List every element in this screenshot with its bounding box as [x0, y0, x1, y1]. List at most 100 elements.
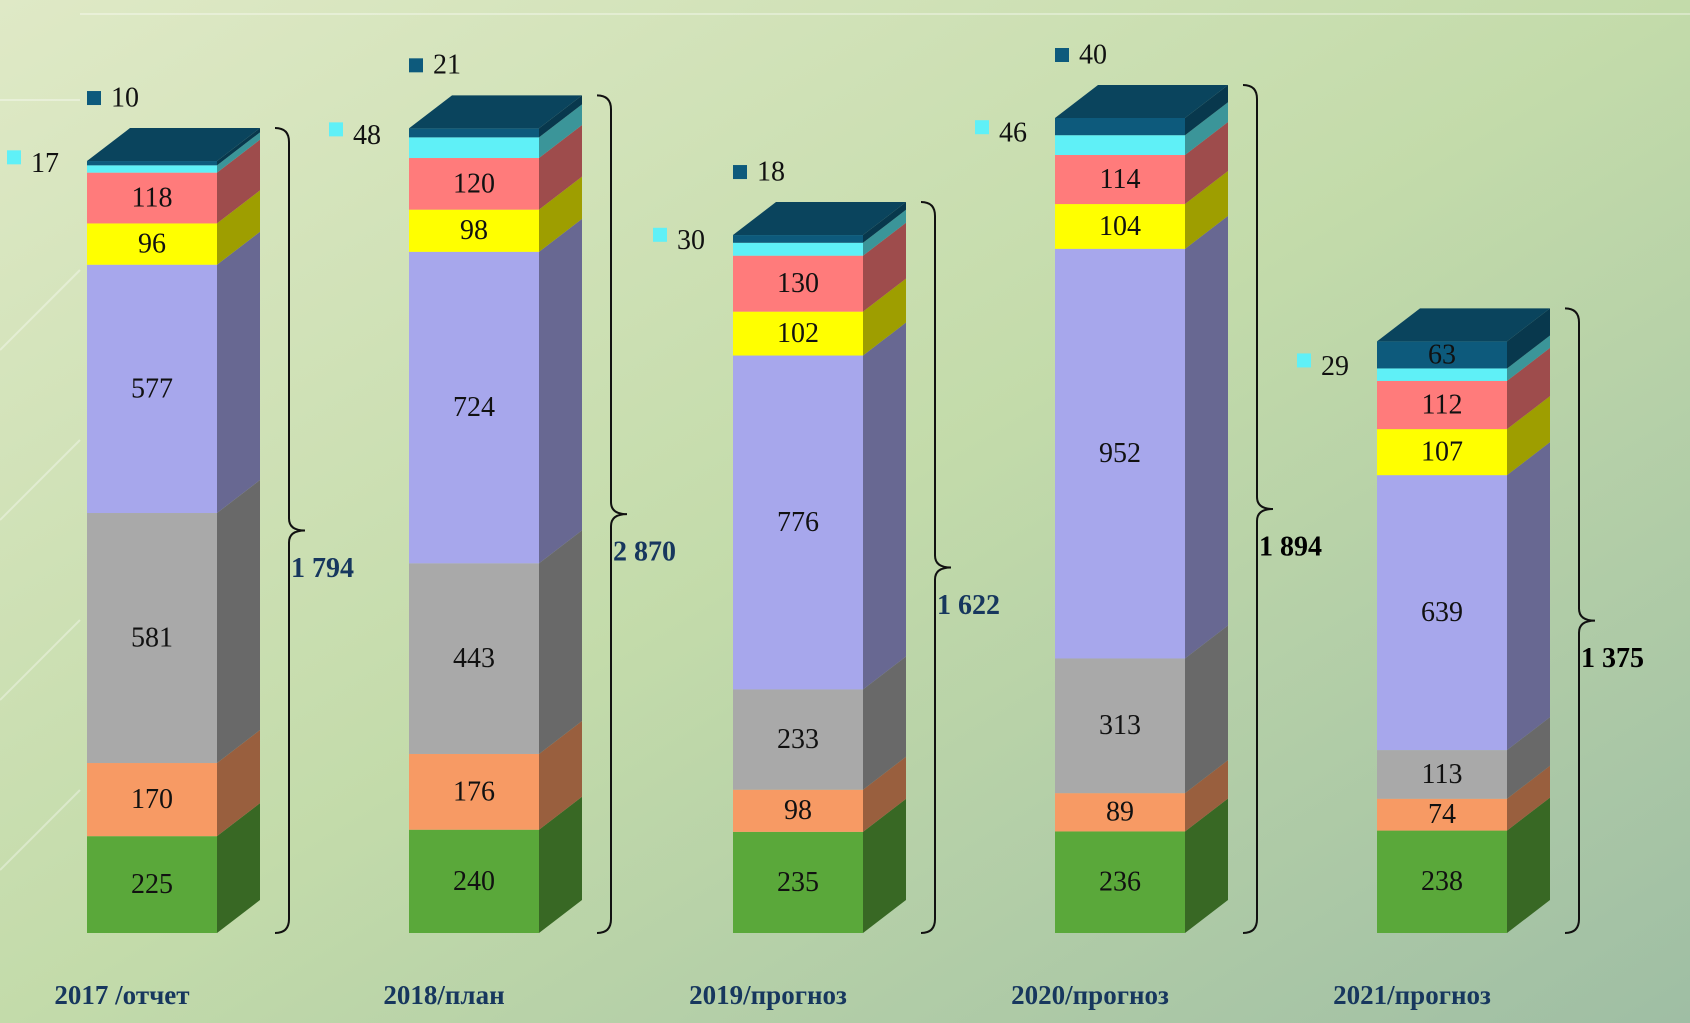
value-label: 233 [777, 724, 819, 755]
bar-segment [1377, 798, 1507, 831]
total-brace [596, 94, 628, 934]
label-marker [329, 122, 343, 137]
value-label: 130 [777, 268, 819, 299]
value-label: 29 [1321, 351, 1349, 382]
bar-side [863, 322, 906, 690]
value-label: 639 [1421, 597, 1463, 628]
value-label: 443 [453, 643, 495, 674]
bar-segment [87, 763, 217, 837]
total-label: 2 870 [613, 537, 676, 568]
bar-segment [409, 563, 539, 754]
bar-side [863, 756, 906, 832]
bar-side [1185, 122, 1228, 205]
bar-side [539, 796, 582, 933]
bar-side [863, 278, 906, 356]
bar-side [863, 202, 906, 243]
value-label: 63 [1428, 339, 1456, 370]
x-tick-label: 2018/план [383, 980, 504, 1010]
value-label: 114 [1100, 164, 1141, 195]
value-label: 10 [111, 82, 139, 113]
total-label: 1 622 [937, 590, 1000, 621]
bar-segment [409, 137, 539, 159]
bar-side [1507, 442, 1550, 751]
bar-side [1185, 102, 1228, 156]
value-label: 96 [138, 229, 166, 260]
bar-segment [409, 251, 539, 564]
bar-side [1185, 760, 1228, 832]
bar-segment [733, 831, 863, 933]
bar-segment [1055, 204, 1185, 249]
total-brace [1564, 307, 1596, 934]
bar-segment [733, 242, 863, 256]
bar-side [1185, 625, 1228, 794]
value-label: 313 [1099, 710, 1141, 741]
value-label: 40 [1079, 39, 1107, 70]
bar-segment [87, 513, 217, 764]
bar-segment [1055, 155, 1185, 205]
value-label: 240 [453, 866, 495, 897]
bar-segment [409, 753, 539, 830]
bar-side [1507, 717, 1550, 799]
bar-side [217, 730, 260, 837]
bar-segment [1055, 118, 1185, 136]
value-label: 30 [677, 225, 705, 256]
bar-segment [1055, 135, 1185, 156]
value-label: 102 [777, 318, 819, 349]
bar-segment [1377, 750, 1507, 799]
bar-side [539, 720, 582, 830]
bar-side [217, 190, 260, 265]
total-label: 1 794 [291, 553, 354, 584]
bar-side [1507, 347, 1550, 430]
bar-segment [733, 689, 863, 790]
value-label: 581 [131, 622, 173, 653]
bar-side [217, 231, 260, 514]
bar-side [1185, 85, 1228, 136]
x-tick-label: 2017 /отчет [54, 980, 189, 1010]
bar-side [1507, 765, 1550, 831]
value-label: 236 [1099, 867, 1141, 898]
bar-segment [1055, 831, 1185, 933]
bar-side [1507, 396, 1550, 476]
bar-side [217, 139, 260, 224]
total-brace [920, 201, 952, 934]
bar-side [539, 104, 582, 159]
bar-side [863, 656, 906, 790]
value-label: 98 [784, 795, 812, 826]
total-label: 1 375 [1581, 643, 1644, 674]
total-label: 1 894 [1259, 531, 1322, 562]
label-marker [7, 150, 21, 165]
bar-side [1185, 215, 1228, 659]
value-label: 98 [460, 215, 488, 246]
value-label: 46 [999, 118, 1027, 149]
value-label: 577 [131, 373, 173, 404]
value-label: 107 [1421, 437, 1463, 468]
bar-segment [733, 789, 863, 832]
bar-side [539, 176, 582, 252]
bar-segment [1377, 830, 1507, 933]
x-tick-label: 2019/прогноз [689, 980, 847, 1010]
value-label: 89 [1106, 797, 1134, 828]
value-label: 104 [1099, 211, 1141, 242]
bar-top [87, 128, 260, 162]
bar-side [863, 798, 906, 933]
label-marker [87, 91, 101, 106]
bar-side [539, 125, 582, 210]
value-label: 724 [453, 392, 495, 423]
bar-side [539, 530, 582, 754]
bar-segment [87, 264, 217, 514]
bar-side [217, 128, 260, 166]
bar-side [539, 218, 582, 564]
bar-side [863, 209, 906, 256]
bar-segment [1377, 475, 1507, 751]
bar-segment [409, 128, 539, 138]
bar-side [217, 480, 260, 764]
value-label: 225 [131, 869, 173, 900]
total-brace [1242, 84, 1274, 934]
bar-side [1185, 171, 1228, 249]
value-label: 48 [353, 120, 381, 151]
value-label: 113 [1422, 759, 1463, 790]
bar-segment [733, 235, 863, 243]
bar-segment [409, 829, 539, 933]
bar-side [217, 803, 260, 933]
